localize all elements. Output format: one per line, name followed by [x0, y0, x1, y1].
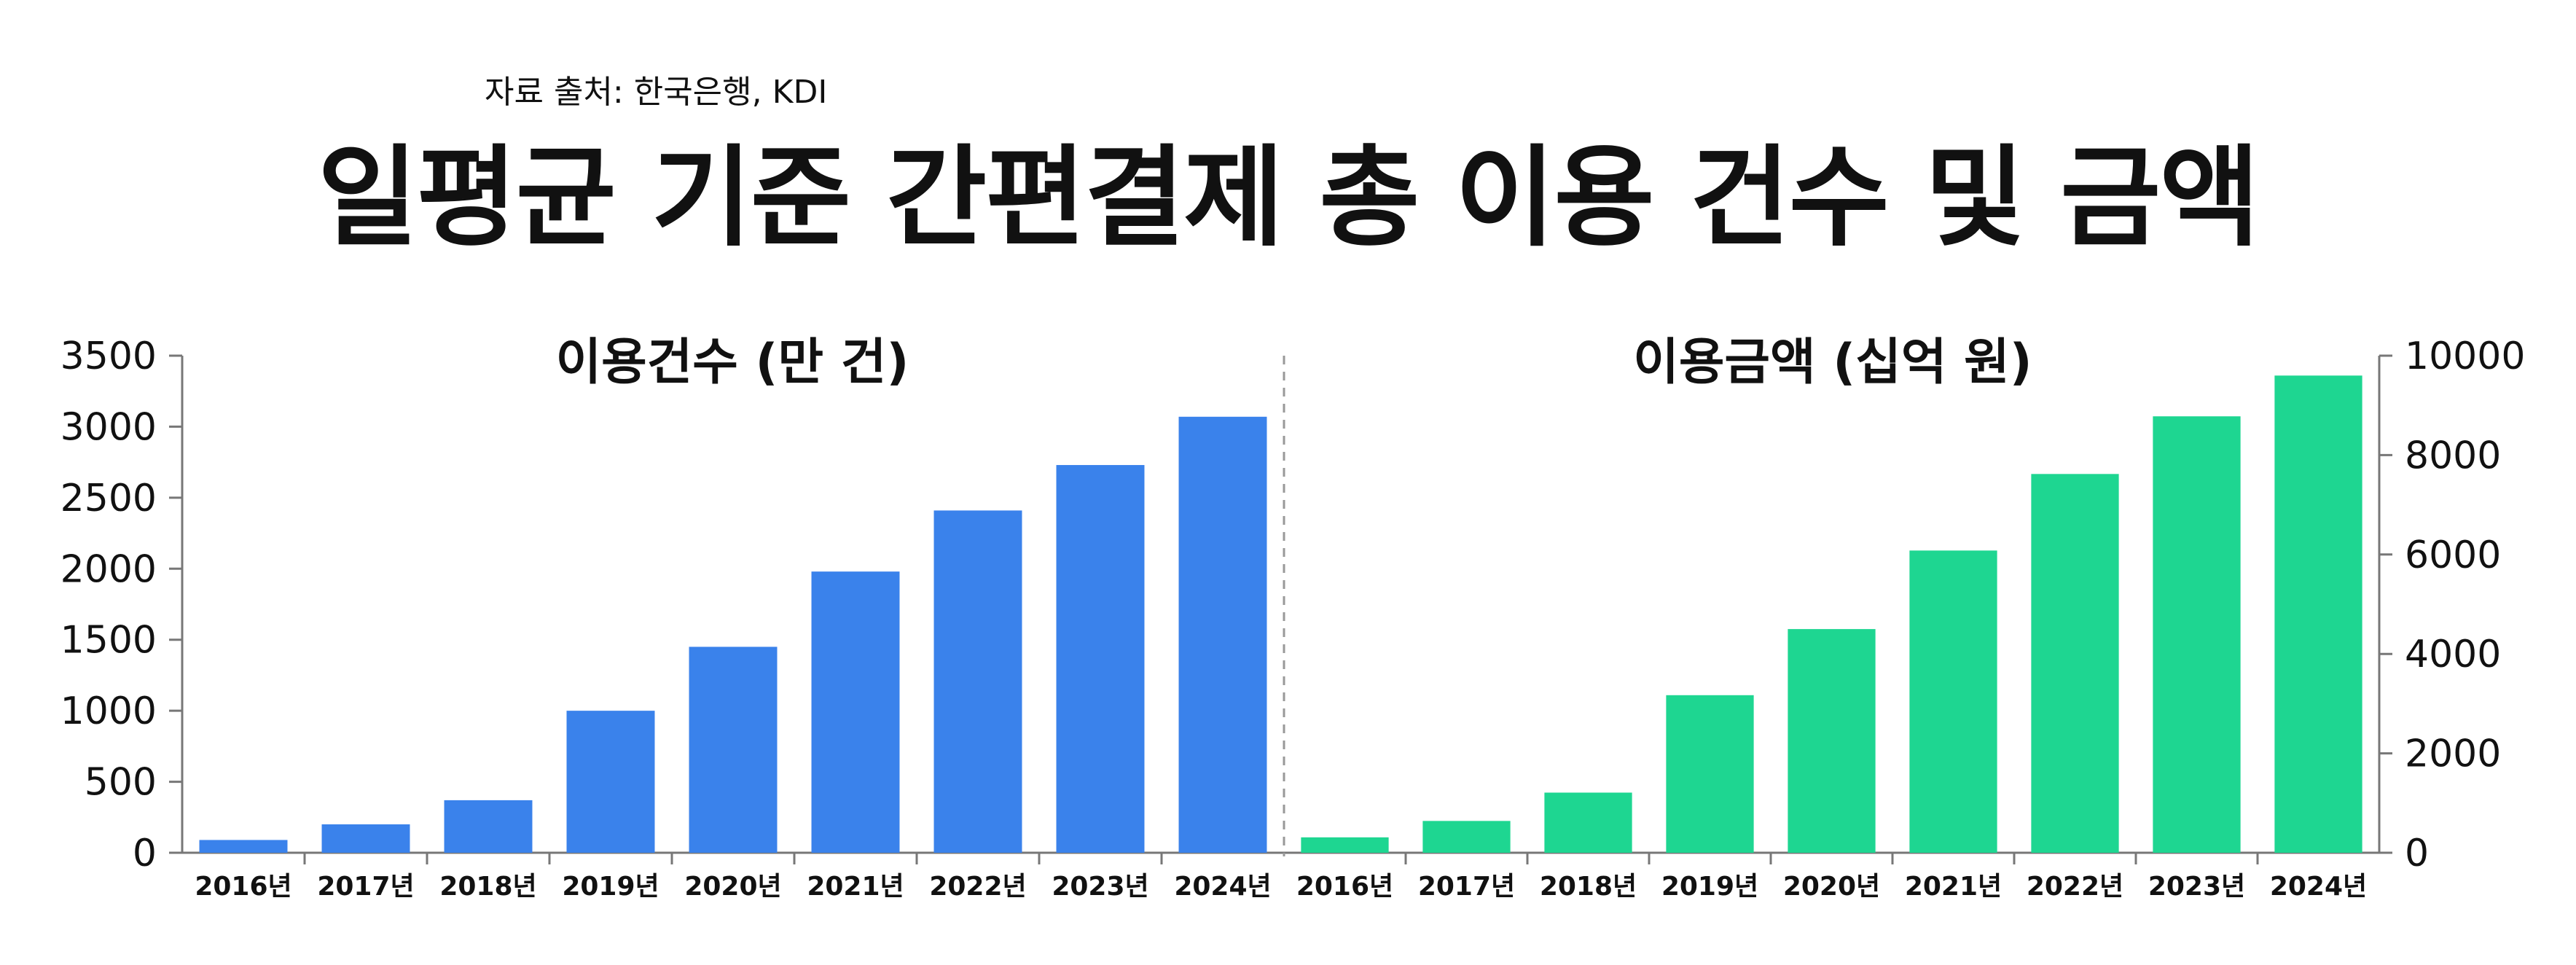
bar-2019년	[1666, 695, 1754, 853]
y-tick-label: 2500	[60, 477, 157, 520]
y-tick-label: 1000	[60, 689, 157, 733]
x-tick-label: 2021년	[807, 872, 904, 902]
bar-2020년	[689, 646, 778, 853]
x-tick-label: 2018년	[439, 872, 536, 902]
x-tick-label: 2016년	[1296, 872, 1393, 902]
x-tick-label: 2020년	[1783, 872, 1880, 902]
x-tick-label: 2024년	[1174, 872, 1271, 902]
y-tick-label: 2000	[60, 547, 157, 591]
x-tick-label: 2024년	[2270, 872, 2367, 902]
x-tick-label: 2021년	[1905, 872, 2002, 902]
y-tick-label: 3500	[60, 335, 157, 378]
y-tick-label: 0	[2405, 832, 2429, 875]
bar-2018년	[444, 800, 533, 853]
x-tick-label: 2019년	[562, 872, 659, 902]
left-panel: 0 500 1000 1500 2000 2500 3000 3500 2016년 2017년 20…	[60, 335, 1284, 902]
y-tick-label: 3000	[60, 405, 157, 449]
y-tick-label: 8000	[2405, 434, 2501, 477]
y-tick-label: 500	[85, 761, 157, 805]
bar-2016년	[199, 840, 288, 853]
bar-2019년	[566, 711, 655, 853]
x-tick-label: 2020년	[684, 872, 781, 902]
x-tick-label: 2023년	[2148, 872, 2245, 902]
bar-2016년	[1301, 837, 1389, 853]
x-tick-label: 2022년	[2027, 872, 2123, 902]
x-tick-label: 2022년	[929, 872, 1026, 902]
y-tick-label: 10000	[2405, 335, 2525, 378]
source-note: 자료 출처: 한국은행, KDI	[485, 74, 828, 111]
bar-2017년	[1422, 821, 1511, 853]
bar-2024년	[2274, 375, 2362, 853]
x-tick-label: 2016년	[195, 872, 291, 902]
y-tick-label: 4000	[2405, 633, 2501, 676]
y-tick-label: 6000	[2405, 534, 2501, 577]
bar-2017년	[321, 824, 410, 853]
y-tick-label: 0	[133, 832, 157, 875]
bar-2018년	[1544, 792, 1632, 853]
x-tick-label: 2019년	[1661, 872, 1758, 902]
right-panel-title: 이용금액 (십억 원)	[1633, 334, 2032, 391]
bar-2023년	[2153, 416, 2241, 853]
page-title: 일평균 기준 간편결제 총 이용 건수 및 금액	[317, 135, 2260, 262]
right-panel: 0 2000 4000 6000 8000 10000 2016년 2017년 2018년 201…	[1284, 335, 2525, 902]
x-tick-label: 2018년	[1540, 872, 1637, 902]
bar-2023년	[1056, 465, 1145, 853]
bar-2021년	[811, 571, 900, 853]
y-tick-label: 1500	[60, 619, 157, 663]
left-panel-title: 이용건수 (만 건)	[556, 334, 909, 391]
bar-2021년	[1909, 550, 1997, 853]
y-tick-label: 2000	[2405, 732, 2501, 776]
x-tick-label: 2023년	[1052, 872, 1148, 902]
bar-2022년	[933, 510, 1022, 853]
x-tick-label: 2017년	[1418, 872, 1515, 902]
bar-2024년	[1178, 416, 1267, 853]
x-tick-label: 2017년	[317, 872, 414, 902]
bar-2022년	[2031, 474, 2119, 853]
bar-2020년	[1788, 629, 1876, 853]
